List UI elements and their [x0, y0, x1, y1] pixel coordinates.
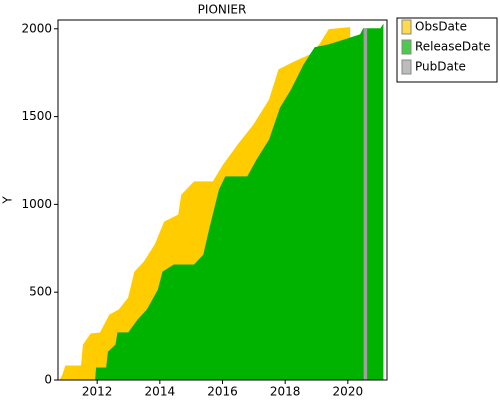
y-tick-label: 1500 — [21, 109, 52, 123]
x-tick-label: 2016 — [207, 385, 238, 399]
area — [95, 23, 384, 381]
legend-swatch — [401, 59, 412, 75]
y-tick-label: 1000 — [21, 197, 52, 211]
y-tick-label: 2000 — [21, 21, 52, 35]
y-tick-label: 0 — [44, 373, 52, 387]
legend-label: ObsDate — [415, 20, 467, 34]
y-tick-label: 500 — [29, 285, 52, 299]
y-axis-label: Y — [1, 196, 15, 205]
legend-swatch — [401, 19, 412, 35]
legend-label: ReleaseDate — [415, 40, 491, 54]
x-tick-label: 2012 — [82, 385, 113, 399]
x-tick-label: 2014 — [145, 385, 176, 399]
area — [363, 28, 368, 381]
legend-swatch — [401, 39, 412, 55]
x-tick-label: 2020 — [333, 385, 364, 399]
chart-title: PIONIER — [198, 3, 247, 17]
legend-label: PubDate — [415, 60, 466, 74]
legend-box — [396, 17, 498, 83]
x-tick-label: 2018 — [270, 385, 301, 399]
